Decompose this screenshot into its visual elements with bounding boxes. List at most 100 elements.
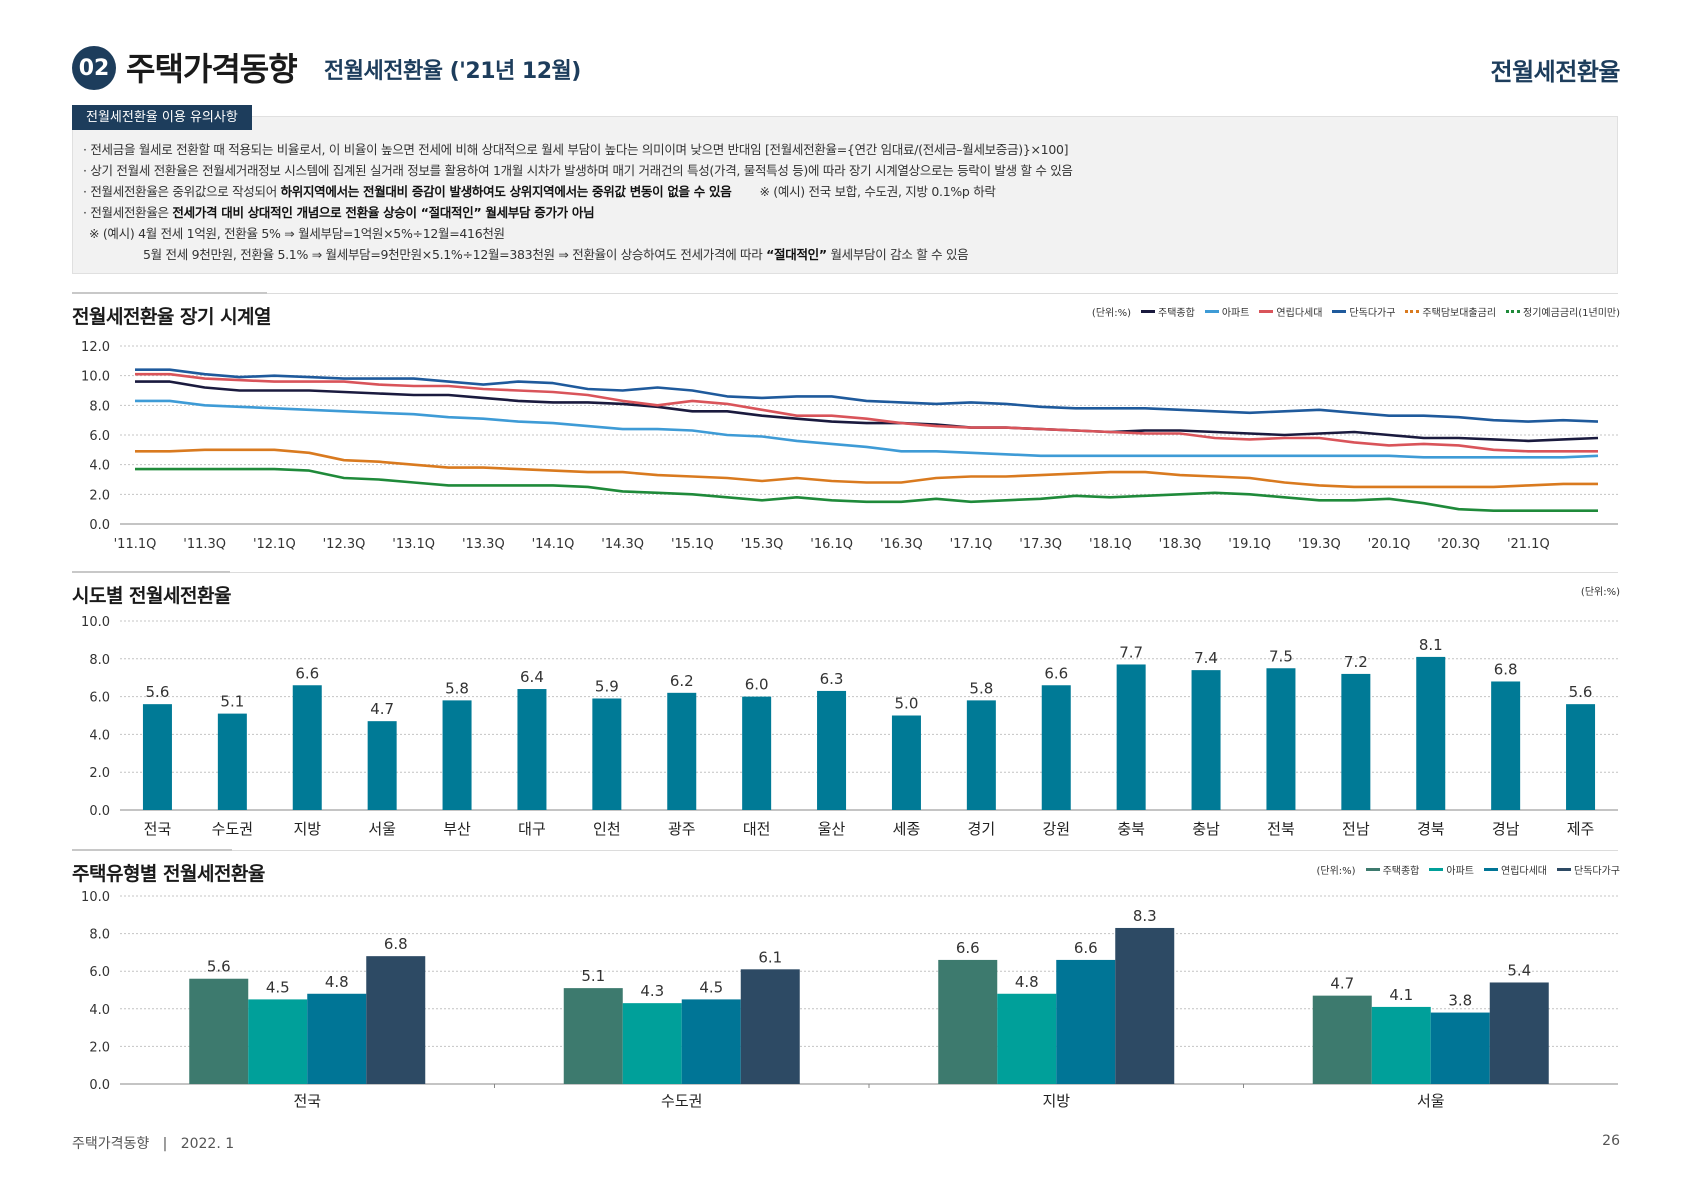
chart2-value-label: 5.8 — [969, 679, 993, 697]
chart2-bar — [966, 700, 996, 810]
chart1-y-tick: 10.0 — [81, 370, 110, 385]
note-line-5: ※ (예시) 4월 전세 1억원, 전환율 5% ⇒ 월세부담=1억원×5%÷1… — [89, 226, 505, 241]
note-line-6: 5월 전세 9천만원, 전환율 5.1% ⇒ 월세부담=9천만원×5.1%÷12… — [143, 244, 969, 263]
chart1-legend-swatch — [1141, 310, 1155, 313]
chart2-category-label: 전북 — [1267, 820, 1295, 838]
note-line-3-a: · 전월세전환율은 중위값으로 작성되어 — [83, 184, 281, 199]
section-divider — [72, 293, 1618, 294]
chart1-x-tick: '11.3Q — [183, 537, 226, 552]
chart3-value-label: 4.7 — [1330, 975, 1354, 993]
chart2-category-label: 울산 — [818, 820, 846, 838]
chart2-value-label: 7.2 — [1344, 653, 1368, 671]
chart2-bar — [1341, 673, 1371, 810]
chart1-series-line — [135, 399, 1599, 459]
chart1-x-tick: '12.3Q — [323, 537, 366, 552]
chart2-category-label: 전남 — [1342, 820, 1370, 838]
chart2-category-label: 광주 — [668, 820, 696, 838]
chart1-x-tick: '20.3Q — [1437, 537, 1480, 552]
chart3-value-label: 6.6 — [956, 939, 980, 957]
chart1-x-tick: '20.1Q — [1368, 537, 1411, 552]
notes-tab: 전월세전환율 이용 유의사항 — [72, 105, 252, 130]
section-divider-accent — [72, 849, 232, 851]
chart3-bar — [997, 993, 1057, 1084]
note-line-3: · 전월세전환율은 중위값으로 작성되어 하위지역에서는 전월대비 증감이 발생… — [83, 181, 996, 200]
chart2-bar — [817, 690, 847, 810]
chart2-bar — [1191, 670, 1221, 810]
chart1-legend: (단위:%) 주택종합 아파트 연립다세대 단독다가구 주택담보대출금리 정기예금금리(1… — [1092, 304, 1620, 319]
chart3-legend-item: 연립다세대 — [1484, 862, 1547, 877]
chart1-legend-label: 정기예금금리(1년미만) — [1523, 308, 1620, 319]
chart1-y-tick: 0.0 — [89, 518, 110, 533]
chart3-bar — [248, 999, 308, 1084]
chart2-bar — [742, 696, 772, 810]
note-line-2: · 상기 전월세 전환율은 전월세거래정보 시스템에 집계된 실거래 정보를 활… — [83, 163, 1073, 178]
section-number-badge: 02 — [72, 46, 116, 90]
chart2-bar — [442, 700, 472, 810]
chart2-unit-label: (단위:%) — [1580, 587, 1620, 598]
chart2-category-label: 제주 — [1567, 820, 1595, 838]
chart1-x-tick: '16.3Q — [880, 537, 923, 552]
chart2-category-label: 서울 — [368, 820, 396, 838]
chart1-legend-item: 연립다세대 — [1259, 304, 1322, 319]
chart1-x-tick: '16.1Q — [810, 537, 853, 552]
chart3-bar — [1489, 982, 1549, 1084]
chart3-y-tick: 6.0 — [89, 965, 110, 980]
chart1-legend-swatch — [1332, 310, 1347, 313]
chart1-x-tick: '14.1Q — [532, 537, 575, 552]
chart3-y-tick: 8.0 — [89, 928, 110, 943]
chart2-value-label: 6.0 — [745, 676, 769, 694]
chart3-legend: (단위:%) 주택종합 아파트 연립다세대 단독다가구 — [1317, 862, 1621, 877]
chart2-category-label: 경남 — [1492, 820, 1520, 838]
chart3-legend-label: 연립다세대 — [1501, 866, 1547, 877]
chart1-y-tick: 2.0 — [89, 488, 110, 503]
chart2-bar — [667, 692, 697, 810]
section-title-house-type: 주택유형별 전월세전환율 — [72, 863, 265, 885]
chart2-y-tick: 8.0 — [89, 653, 110, 668]
chart3-legend-label: 단독다가구 — [1574, 866, 1620, 877]
chart1-y-tick: 6.0 — [89, 429, 110, 444]
note-line-4-bold: 전세가격 대비 상대적인 개념으로 전환율 상승이 “절대적인” 월세부담 증가… — [172, 205, 595, 220]
chart3-bar — [307, 993, 367, 1084]
chart2-bar — [217, 713, 247, 810]
chart2-value-label: 6.6 — [1044, 664, 1068, 682]
chart2-category-label: 충남 — [1192, 820, 1220, 838]
chart1-x-tick: '18.1Q — [1089, 537, 1132, 552]
footer-publication: 주택가격동향 | 2022. 1 — [72, 1136, 235, 1152]
chart1-x-tick: '17.3Q — [1019, 537, 1062, 552]
chart2-y-tick: 0.0 — [89, 804, 110, 819]
chart2-y-tick: 6.0 — [89, 691, 110, 706]
chart2-value-label: 7.5 — [1269, 647, 1293, 665]
chart3-bar — [366, 956, 426, 1084]
chart1-series-line — [135, 467, 1598, 512]
chart1-x-tick: '15.1Q — [671, 537, 714, 552]
chart2-category-label: 인천 — [593, 820, 621, 838]
chart1-legend-swatch — [1405, 310, 1420, 313]
chart3-bar — [189, 978, 249, 1084]
section-title-long-series: 전월세전환율 장기 시계열 — [72, 306, 272, 328]
chart2-value-label: 5.9 — [595, 677, 619, 695]
chart2-bar — [1041, 685, 1071, 810]
chart2-y-tick: 4.0 — [89, 728, 110, 743]
notes-box: · 전세금을 월세로 전환할 때 적용되는 비율로서, 이 비율이 높으면 전세… — [72, 116, 1618, 274]
chart1-legend-item: 아파트 — [1204, 304, 1249, 319]
note-line-6-c: 월세부담이 감소 할 수 있음 — [826, 247, 969, 262]
chart2-value-label: 5.8 — [445, 679, 469, 697]
chart1-y-tick: 12.0 — [81, 340, 110, 355]
page-subtitle: 전월세전환율 ('21년 12월) — [324, 59, 581, 84]
chart3-bar — [1312, 995, 1372, 1084]
note-line-4: · 전월세전환율은 전세가격 대비 상대적인 개념으로 전환율 상승이 “절대적… — [83, 202, 595, 221]
chart3-y-tick: 0.0 — [89, 1078, 110, 1093]
chart1-x-tick: '13.1Q — [392, 537, 435, 552]
chart2-value-label: 5.6 — [146, 683, 170, 701]
note-line-6-bold: “절대적인” — [766, 247, 827, 262]
chart2-category-label: 수도권 — [212, 820, 253, 838]
chart2-value-label: 7.4 — [1194, 649, 1218, 667]
chart2-value-label: 5.0 — [895, 695, 919, 713]
house-type-bar-chart: 0.0 2.0 4.0 6.0 8.0 10.0 5.6 4.5 4.8 6.8 전국 5.1 4.3 4… — [81, 890, 1618, 1110]
chart3-value-label: 4.8 — [1015, 973, 1039, 991]
chart3-legend-item: 단독다가구 — [1557, 862, 1620, 877]
chart1-series-line — [135, 372, 1598, 453]
chart2-category-label: 대전 — [743, 820, 771, 838]
note-line-3-bold: 하위지역에서는 전월대비 증감이 발생하여도 상위지역에서는 중위값 변동이 없… — [280, 184, 732, 199]
chart2-value-label: 8.1 — [1419, 636, 1443, 654]
